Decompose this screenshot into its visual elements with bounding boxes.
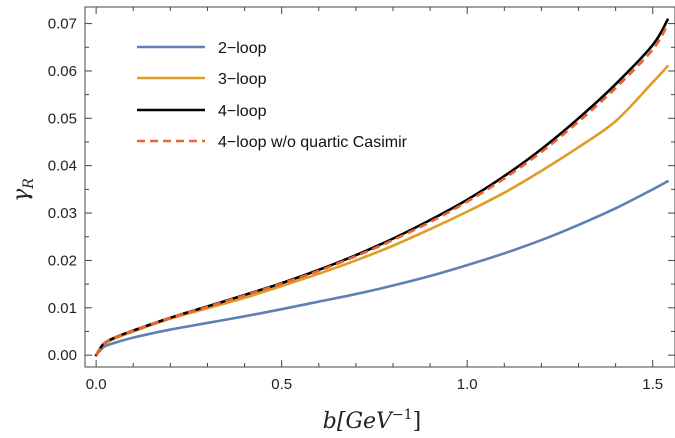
x-axis-label-main: b[GeV [323,409,394,434]
series-line-2-loop [94,180,669,357]
x-tick-label: 0.0 [86,376,107,393]
y-tick-label: 0.01 [48,300,77,317]
y-axis-label-main: γ [9,188,34,202]
x-axis-label-close: ] [413,409,422,434]
legend: 2−loop 3−loop 4−loop 4−loop w/o quartic Cas… [137,40,408,151]
y-tick-label: 0.00 [48,347,77,364]
x-tick-label: 0.5 [271,376,292,393]
y-tick-label: 0.07 [48,16,77,33]
legend-label-4-loop: 4−loop [218,103,267,120]
y-tick-label: 0.03 [48,205,77,222]
x-tick-label: 1.0 [457,376,478,393]
axis-ticks: 0.0 0.5 1.0 1.5 0.00 0.01 0.02 0.03 0.04 0.05 0.06… [48,7,675,393]
legend-label-3-loop: 3−loop [218,71,267,88]
y-tick-label: 0.04 [48,158,77,175]
series-line-4-loop-w-o-quartic-casimir [95,23,669,356]
y-axis-label: γR [9,178,37,202]
x-axis-label: b[GeV−1] [323,407,421,434]
y-tick-label: 0.05 [48,110,77,127]
series-layer [94,18,669,357]
series-line-4-loop [94,18,669,357]
x-axis-label-exponent: −1 [392,407,413,423]
legend-label-4-loop-w-o-quartic-casimir: 4−loop w/o quartic Casimir [218,134,408,151]
legend-label-2-loop: 2−loop [218,40,267,57]
y-tick-label: 0.06 [48,63,77,80]
plot-frame [84,6,675,368]
y-tick-label: 0.02 [48,252,77,269]
y-axis-label-subscript: R [21,178,37,190]
x-tick-label: 1.5 [642,376,663,393]
